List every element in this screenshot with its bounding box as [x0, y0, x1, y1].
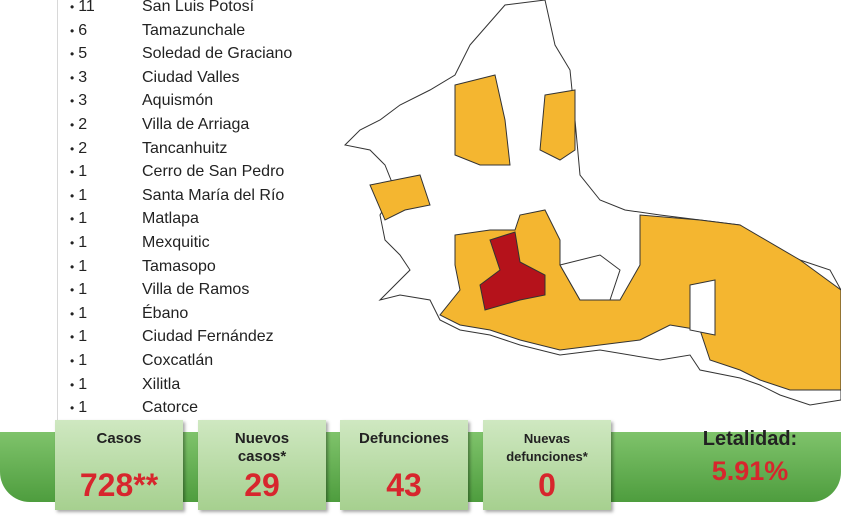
list-row: 11 San Luis Potosí: [0, 0, 340, 21]
list-row: 1 Cerro de San Pedro: [0, 163, 340, 186]
list-row: 5 Soledad de Graciano: [0, 45, 340, 68]
case-count: 6: [70, 22, 87, 40]
lethality-label: Letalidad:: [702, 428, 798, 450]
municipality-name: Ébano: [142, 304, 189, 322]
municipality-name: Villa de Ramos: [142, 281, 250, 299]
stat-label: Nuevos casos*: [234, 430, 290, 465]
lethality-value: 5.91%: [711, 456, 789, 486]
municipality-name: Coxcatlán: [142, 352, 214, 369]
municipality-name: Mexquitic: [142, 234, 210, 251]
municipality-name: Soledad de Graciano: [142, 45, 293, 63]
case-count: 1: [70, 399, 87, 417]
region-white: [559, 254, 621, 301]
case-count: 11: [70, 0, 95, 16]
list-row: 1 Villa de Ramos: [0, 281, 340, 304]
stat-value: 29: [244, 467, 280, 503]
municipality-name: Cerro de San Pedro: [142, 163, 285, 181]
map: [343, 0, 841, 406]
case-count: 1: [70, 258, 87, 276]
municipality-name: Villa de Arriaga: [142, 116, 250, 133]
list-row: 6 Tamazunchale: [0, 22, 340, 45]
list-row: 3 Aquismón: [0, 92, 340, 115]
list-row: 1 Mexquitic: [0, 234, 340, 257]
case-count: 1: [70, 376, 87, 394]
case-count: 1: [70, 305, 87, 323]
stat-box: Casos 728**: [55, 420, 183, 510]
stat-label: Casos: [96, 430, 142, 447]
list-row: 2 Villa de Arriaga: [0, 116, 340, 139]
list-row: 1 Santa María del Río: [0, 187, 340, 210]
municipality-name: Tamazunchale: [142, 21, 246, 39]
municipality-name: Tamasopo: [142, 257, 216, 275]
region-red: [479, 231, 546, 311]
case-count: 3: [70, 69, 87, 87]
case-count: 3: [70, 92, 87, 110]
stat-box: Nuevas defunciones* 0: [483, 420, 611, 510]
case-count: 2: [70, 140, 87, 158]
stat-box: Nuevos casos* 29: [198, 420, 326, 510]
case-count: 1: [70, 328, 87, 346]
region-orange: [539, 89, 576, 161]
municipality-name: Xilitla: [142, 375, 181, 393]
region-orange: [439, 209, 841, 391]
case-count: 1: [70, 187, 87, 205]
region-white: [689, 279, 716, 336]
case-count: 1: [70, 210, 87, 228]
lethality: Letalidad: 5.91%: [650, 428, 841, 487]
stat-value: 728**: [79, 467, 159, 503]
case-count: 5: [70, 45, 87, 63]
stat-value: 0: [538, 467, 556, 503]
stat-box: Defunciones 43: [340, 420, 468, 510]
list-row: 1 Tamasopo: [0, 258, 340, 281]
municipality-name: Tancanhuitz: [142, 139, 228, 157]
municipality-name: Ciudad Valles: [142, 68, 240, 86]
region-orange: [369, 174, 431, 221]
list-row: 3 Ciudad Valles: [0, 69, 340, 92]
list-row: 1 Catorce: [0, 399, 340, 422]
list-row: 1 Coxcatlán: [0, 352, 340, 375]
municipality-name: Ciudad Fernández: [142, 328, 274, 346]
case-count: 1: [70, 352, 87, 370]
case-count: 2: [70, 116, 87, 134]
list-row: 1 Xilitla: [0, 376, 340, 399]
stat-label: Defunciones: [358, 430, 449, 447]
case-count: 1: [70, 234, 87, 252]
municipality-name: Santa María del Río: [142, 186, 285, 204]
list-row: 1 Ciudad Fernández: [0, 328, 340, 351]
list-row: 1 Matlapa: [0, 210, 340, 233]
municipality-name: Catorce: [142, 399, 199, 417]
divider: [57, 0, 58, 420]
stat-label: Nuevas defunciones*: [506, 431, 588, 464]
case-count: 1: [70, 281, 87, 299]
municipality-name: Aquismón: [142, 92, 214, 110]
region-orange: [454, 74, 511, 166]
case-count: 1: [70, 163, 87, 181]
stat-value: 43: [386, 467, 422, 503]
municipality-name: San Luis Potosí: [142, 0, 255, 15]
municipality-name: Matlapa: [142, 210, 199, 228]
list-row: 2 Tancanhuitz: [0, 140, 340, 163]
list-row: 1 Ébano: [0, 305, 340, 328]
